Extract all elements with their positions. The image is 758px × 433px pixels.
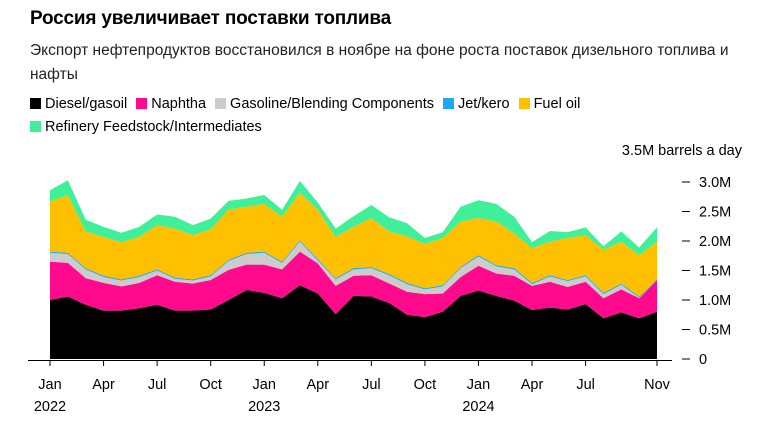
area-diesel-gasoil	[50, 285, 657, 359]
area-fuel-oil	[50, 192, 657, 297]
legend-swatch	[30, 121, 41, 132]
legend-swatch	[30, 98, 41, 109]
area-refinery-feedstock-intermediates	[50, 180, 657, 256]
y-tick-label: 0	[699, 352, 707, 368]
legend-swatch	[518, 98, 530, 109]
x-tick-label: Apr	[307, 377, 330, 393]
legend-swatch	[215, 98, 227, 109]
x-tick-label: Jul	[362, 377, 381, 393]
y-tick-label: 1.0M	[699, 293, 731, 309]
area-jet-kero	[50, 240, 657, 298]
y-tick-label: 1.5M	[699, 264, 731, 280]
legend-item: Naphtha	[136, 93, 206, 116]
x-tick-label: Oct	[199, 377, 222, 393]
chart-subtitle: Экспорт нефтепродуктов восстановился в н…	[30, 42, 729, 83]
x-tick-label: Jan	[253, 377, 276, 393]
x-tick-label: Jul	[148, 377, 167, 393]
x-tick-label: Apr	[92, 377, 115, 393]
x-tick-label: Oct	[414, 377, 437, 393]
legend-label: Gasoline/Blending Components	[230, 96, 434, 112]
legend-item: Diesel/gasoil	[30, 93, 127, 116]
x-tick-label: Jan	[467, 377, 490, 393]
chart-title: Россия увеличивает поставки топлива	[30, 8, 391, 29]
legend-label: Diesel/gasoil	[45, 96, 128, 112]
legend-label: Naphtha	[151, 96, 207, 112]
x-year-label: 2023	[248, 399, 280, 415]
x-tick-label: Nov	[644, 377, 671, 393]
y-tick-label: 2.0M	[699, 234, 731, 250]
legend-label: Fuel oil	[533, 96, 581, 112]
x-year-label: 2022	[34, 399, 66, 415]
legend-swatch	[136, 98, 148, 109]
x-tick-label: Apr	[521, 377, 544, 393]
legend: Diesel/gasoil Naphtha Gasoline/Blending Co…	[30, 93, 730, 139]
legend-item: Refinery Feedstock/Intermediates	[30, 116, 262, 139]
x-tick-label: Jan	[38, 377, 61, 393]
x-year-label: 2024	[462, 399, 494, 415]
x-tick-label: Jul	[576, 377, 595, 393]
area-naphtha	[50, 251, 657, 319]
legend-label: Refinery Feedstock/Intermediates	[45, 119, 262, 135]
legend-swatch	[442, 98, 454, 109]
legend-item: Jet/kero	[442, 93, 510, 116]
y-tick-label: 3.0M	[699, 175, 731, 191]
legend-item: Gasoline/Blending Components	[215, 93, 434, 116]
y-tick-label: 0.5M	[699, 323, 731, 339]
area-gasoline-blending-components	[50, 241, 657, 299]
unit-label: 3.5M barrels a day	[621, 143, 742, 159]
legend-item: Fuel oil	[518, 93, 581, 116]
legend-label: Jet/kero	[457, 96, 510, 112]
y-tick-label: 2.5M	[699, 205, 731, 221]
